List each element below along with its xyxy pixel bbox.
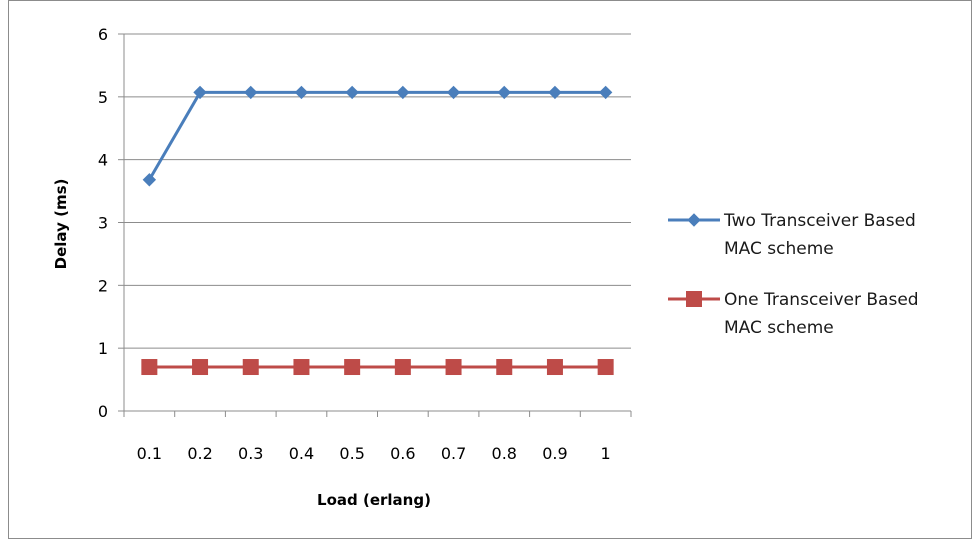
x-tick-label: 0.1: [137, 444, 162, 463]
y-tick-label: 6: [98, 25, 108, 44]
axes: 0 1 2 3 4 5 6 0.1 0.2 0.3 0.4 0.5 0.6 0.7 0.8 0.9 1: [98, 25, 632, 463]
x-tick-label: 0.6: [390, 444, 415, 463]
data-point: [142, 173, 157, 187]
data-point: [294, 85, 309, 100]
series-2: [141, 359, 614, 376]
data-point: [497, 85, 511, 100]
data-point: [445, 359, 462, 376]
y-tick-label: 1: [98, 339, 108, 358]
series-plot-area: [141, 85, 614, 376]
x-tick-label: 0.3: [238, 444, 263, 463]
data-point: [244, 85, 258, 100]
legend-item-2: One Transceiver Based MAC scheme: [668, 290, 919, 338]
data-point: [446, 85, 461, 100]
data-point: [192, 359, 209, 376]
data-point: [546, 359, 563, 376]
y-axis-title: Delay (ms): [52, 179, 70, 270]
x-tick-label: 0.2: [187, 444, 212, 463]
data-point: [141, 359, 158, 376]
data-point: [193, 85, 207, 100]
x-tick-label: 0.4: [289, 444, 314, 463]
y-tick-label: 4: [98, 151, 108, 170]
x-tick-label: 0.8: [492, 444, 517, 463]
data-point: [548, 85, 562, 100]
chart-frame: [8, 0, 972, 539]
x-axis-title: Load (erlang): [317, 491, 431, 509]
x-tick-label: 0.9: [542, 444, 567, 463]
data-point: [293, 359, 310, 376]
x-tick-label: 0.5: [339, 444, 364, 463]
legend-label: MAC scheme: [724, 318, 834, 338]
legend-label: MAC scheme: [724, 239, 834, 259]
series-1: [142, 85, 613, 187]
y-tick-label: 3: [98, 214, 108, 233]
series-line: [148, 90, 606, 181]
data-point: [597, 359, 614, 376]
data-point: [344, 359, 361, 376]
legend-label: Two Transceiver Based: [723, 211, 916, 231]
data-point: [598, 85, 613, 100]
x-tick-label: 1: [601, 444, 611, 463]
legend-item-1: Two Transceiver Based MAC scheme: [668, 211, 916, 259]
y-tick-label: 0: [98, 402, 108, 421]
legend-marker: [686, 291, 702, 307]
y-tick-label: 2: [98, 276, 108, 295]
y-tick-label: 5: [98, 88, 108, 107]
data-point: [394, 359, 411, 376]
data-point: [242, 359, 259, 376]
legend-marker: [687, 213, 701, 227]
data-point: [345, 85, 359, 100]
data-point: [396, 85, 410, 100]
x-tick-label: 0.7: [441, 444, 466, 463]
gridlines: [124, 33, 631, 349]
data-point: [496, 359, 513, 376]
legend-label: One Transceiver Based: [724, 290, 919, 310]
